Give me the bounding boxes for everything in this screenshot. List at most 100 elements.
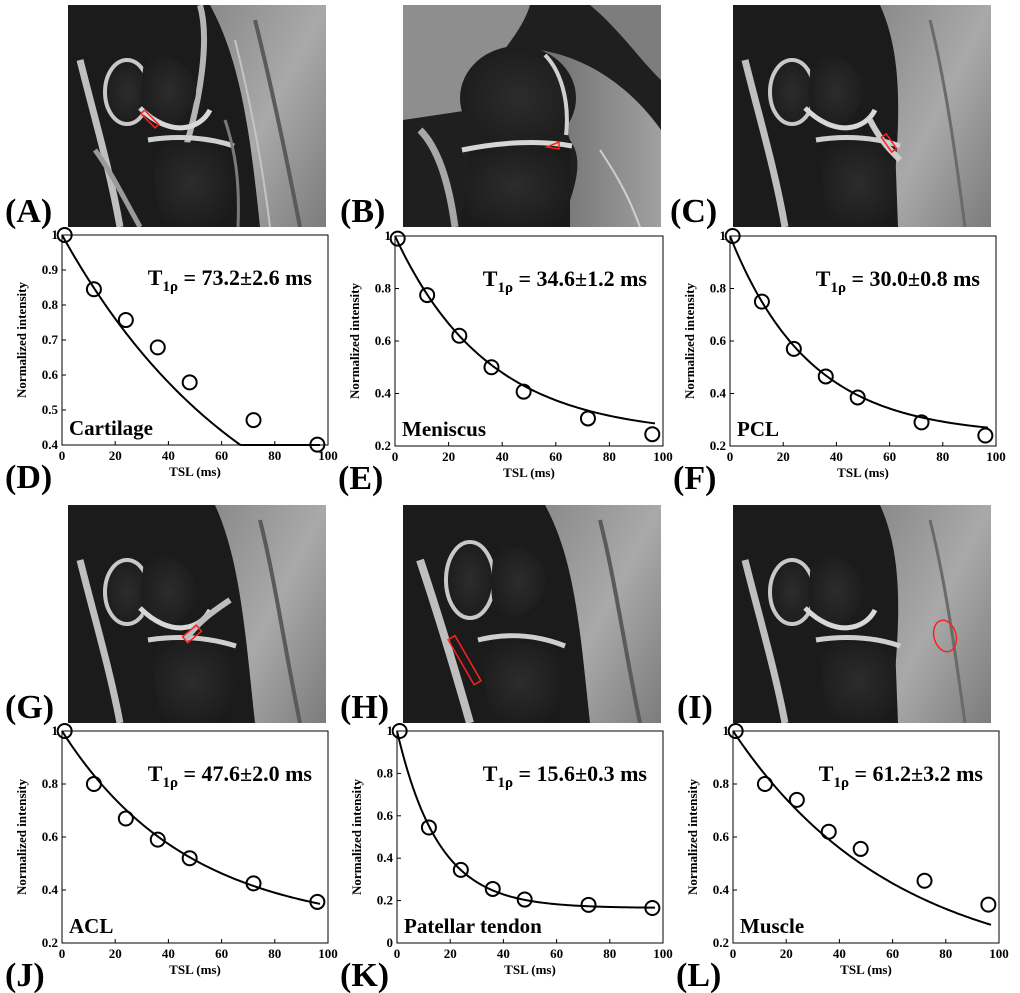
x-tick-label: 20 [109,448,122,463]
mri-image-g [68,505,326,723]
y-tick-label: 0.2 [713,935,729,950]
data-point [916,872,933,889]
tissue-label: Cartilage [69,416,153,440]
x-tick-label: 40 [497,946,510,961]
data-point [852,840,869,857]
t1rho-annotation: T1ρ = 61.2±3.2 ms [819,761,984,791]
data-point [483,359,500,376]
x-tick-label: 60 [549,449,562,464]
t1rho-annotation: T1ρ = 34.6±1.2 ms [483,266,648,296]
y-tick-label: 0.4 [713,882,730,897]
data-point [391,723,408,739]
data-point [419,287,436,304]
mri-image-a [68,5,326,227]
t1rho-annotation: T1ρ = 73.2±2.6 ms [148,265,313,295]
tissue-label: Meniscus [402,417,486,441]
fit-curve [729,235,989,429]
data-point [644,900,661,917]
y-axis-label: Normalized intensity [682,283,697,399]
roi-marker-h [447,634,483,686]
x-tick-label: 60 [883,449,896,464]
y-tick-label: 0.8 [377,765,394,780]
panel-label: (J) [5,957,45,993]
x-axis-label: TSL (ms) [169,962,221,977]
x-tick-label: 100 [653,449,673,464]
y-tick-label: 0.6 [42,829,59,844]
chart-e: 0 20 40 60 80 100 0.2 0.4 0.6 0.8 1 TSL (ms) Normali… [338,228,673,497]
y-tick-label: 1 [387,723,394,738]
chart-k: 0 20 40 60 80 100 0 0.2 0.4 0.6 0.8 1 TSL (ms) Normal… [340,723,673,993]
y-tick-label: 0.2 [710,438,726,453]
data-point [245,875,262,892]
data-point [580,896,597,913]
x-tick-label: 20 [444,946,457,961]
data-point [149,339,166,356]
roi-marker-g [181,624,203,644]
data-point [756,776,773,792]
data-point [85,776,102,792]
panel-label: (F) [673,460,716,497]
data-point [181,374,198,391]
data-point [724,228,741,244]
t1rho-annotation: T1ρ = 30.0±0.8 ms [816,266,981,296]
data-point [484,880,501,897]
x-tick-label: 80 [936,449,949,464]
x-tick-label: 100 [653,946,673,961]
x-tick-label: 0 [730,946,737,961]
y-tick-label: 0.6 [713,829,730,844]
y-tick-label: 0.4 [42,882,59,897]
data-point [452,861,469,878]
panel-label: (K) [340,957,389,993]
x-tick-label: 80 [268,946,281,961]
x-tick-label: 0 [394,946,401,961]
x-tick-label: 40 [496,449,509,464]
chart-l: 0 20 40 60 80 100 0.2 0.4 0.6 0.8 1 TSL (ms) Normali… [676,723,1009,993]
y-tick-label: 0.2 [377,893,393,908]
chart-j: 0 20 40 60 80 100 0.2 0.4 0.6 0.8 1 TSL (ms) Normali… [5,723,338,993]
data-point [727,723,744,739]
data-point [56,227,73,243]
data-point [785,340,802,357]
x-tick-label: 40 [833,946,846,961]
x-tick-label: 0 [727,449,734,464]
y-tick-label: 0.4 [377,850,394,865]
mri-image-c [733,5,991,227]
x-tick-label: 80 [603,946,616,961]
roi-marker-c [880,132,898,154]
panel-label-b: (B) [340,193,385,230]
y-tick-label: 0.8 [713,776,730,791]
y-tick-label: 0.5 [42,402,59,417]
y-tick-label: 0.8 [42,776,59,791]
panel-label-c: (C) [670,193,717,230]
x-tick-label: 20 [780,946,793,961]
fit-curve [394,235,656,425]
x-tick-label: 60 [215,448,228,463]
y-tick-label: 0.4 [710,386,727,401]
x-tick-label: 60 [886,946,899,961]
data-point [788,791,805,808]
data-point [980,896,997,913]
tissue-label: Muscle [740,914,804,938]
x-tick-label: 100 [318,448,338,463]
data-point [181,850,198,867]
panel-label: (L) [676,957,721,993]
y-tick-label: 0.8 [375,281,392,296]
data-point [849,389,866,406]
x-tick-label: 0 [59,946,66,961]
fit-curve [61,730,321,905]
y-tick-label: 0.4 [375,386,392,401]
x-tick-label: 20 [777,449,790,464]
tissue-label: PCL [737,417,779,441]
data-point [56,723,73,739]
mri-image-h [403,505,661,723]
y-axis-label: Normalized intensity [14,282,29,398]
x-tick-label: 80 [268,448,281,463]
x-tick-label: 0 [59,448,66,463]
data-point [389,230,406,247]
y-tick-label: 0.9 [42,262,59,277]
roi-marker-i [932,619,958,653]
y-tick-label: 0.2 [375,438,391,453]
y-tick-label: 0.6 [375,333,392,348]
data-point [516,891,533,908]
data-point [977,427,994,444]
